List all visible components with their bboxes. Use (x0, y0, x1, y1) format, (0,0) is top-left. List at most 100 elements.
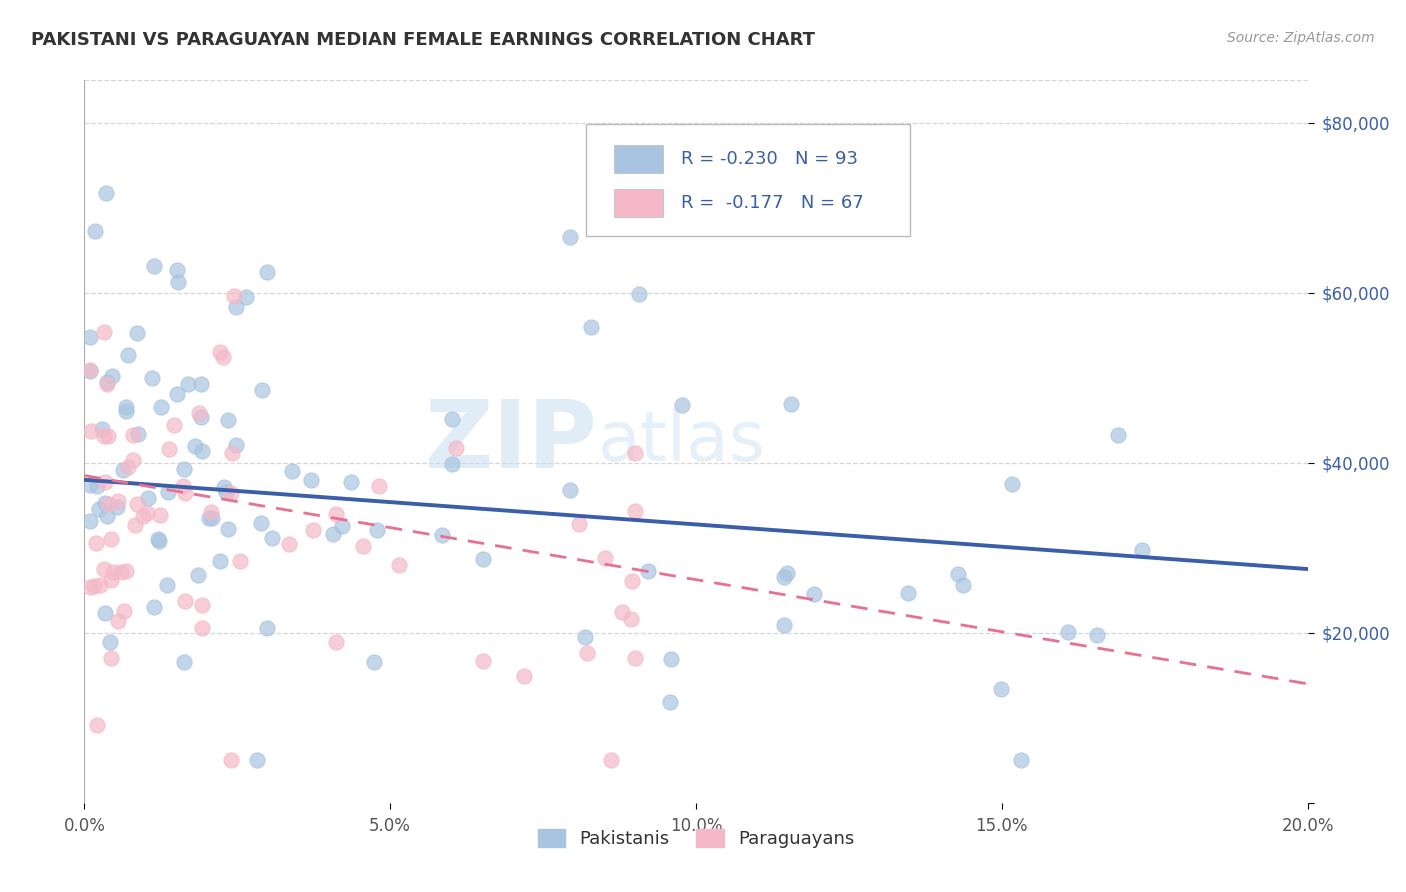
Point (112, 463, 135, 477)
Point (568, 517, 591, 532)
Point (322, 527, 344, 541)
Point (93, 326, 115, 340)
Point (89, 501, 111, 516)
FancyBboxPatch shape (586, 124, 910, 235)
Point (79, 330, 101, 344)
Point (229, 554, 252, 568)
Point (100, 650, 122, 665)
Point (637, 564, 659, 578)
Point (94, 186, 117, 200)
Point (107, 494, 129, 508)
Point (363, 655, 385, 669)
Point (114, 565, 136, 579)
Point (574, 631, 596, 645)
Point (148, 532, 170, 546)
Point (149, 400, 172, 414)
Point (367, 479, 389, 493)
Point (512, 669, 534, 683)
Point (86, 478, 108, 492)
Point (217, 412, 239, 426)
Point (352, 539, 374, 553)
Point (212, 480, 235, 494)
Point (110, 565, 132, 579)
Point (624, 446, 647, 460)
Text: Source: ZipAtlas.com: Source: ZipAtlas.com (1227, 31, 1375, 45)
Point (80, 424, 103, 438)
Point (340, 475, 363, 489)
Point (149, 508, 172, 522)
Point (897, 586, 920, 600)
Point (96, 376, 118, 391)
Point (157, 442, 180, 457)
Text: PAKISTANI VS PARAGUAYAN MEDIAN FEMALE EARNINGS CORRELATION CHART: PAKISTANI VS PARAGUAYAN MEDIAN FEMALE EA… (31, 31, 815, 49)
Point (627, 287, 650, 301)
Point (302, 524, 325, 538)
Point (197, 511, 219, 525)
Point (117, 459, 139, 474)
Point (1085, 628, 1108, 642)
Point (779, 397, 801, 411)
Point (222, 289, 245, 303)
Point (187, 406, 209, 420)
Point (94, 606, 117, 620)
Point (201, 511, 224, 525)
Point (141, 371, 163, 385)
Point (173, 655, 195, 669)
Point (117, 348, 139, 362)
Point (952, 578, 974, 592)
Point (167, 275, 190, 289)
Point (621, 574, 644, 588)
Point (217, 522, 239, 536)
Point (98, 635, 121, 649)
Point (990, 681, 1012, 696)
Point (97, 497, 120, 511)
Point (190, 377, 212, 392)
Point (212, 350, 235, 364)
Point (125, 326, 148, 340)
Point (172, 479, 194, 493)
Point (100, 369, 122, 384)
Point (86, 717, 108, 731)
Point (190, 410, 212, 425)
Point (96, 376, 118, 390)
Point (330, 518, 353, 533)
Point (124, 518, 146, 533)
Legend: Pakistanis, Paraguayans: Pakistanis, Paraguayans (530, 822, 862, 855)
Point (97, 429, 120, 443)
Point (93, 496, 115, 510)
Point (432, 527, 454, 541)
Point (256, 621, 278, 635)
Point (112, 604, 135, 618)
Point (79, 514, 101, 528)
Point (595, 551, 617, 566)
Point (624, 650, 647, 665)
Point (100, 573, 122, 587)
Point (148, 533, 170, 548)
Point (89, 578, 111, 592)
Point (155, 578, 177, 592)
Point (191, 443, 214, 458)
Point (200, 506, 222, 520)
Point (1107, 428, 1129, 442)
Point (441, 411, 464, 425)
Point (366, 523, 388, 537)
Point (142, 259, 165, 273)
Point (299, 473, 322, 487)
Point (659, 652, 682, 666)
Point (122, 427, 145, 442)
Point (79, 580, 101, 594)
Point (624, 504, 647, 518)
Point (174, 485, 197, 500)
Point (219, 485, 242, 500)
Point (187, 568, 209, 582)
Point (225, 301, 247, 315)
Point (132, 508, 155, 523)
Point (107, 614, 129, 628)
Point (1001, 477, 1024, 491)
Point (579, 319, 602, 334)
Point (79, 363, 101, 377)
Point (599, 753, 621, 767)
Point (84, 536, 107, 550)
Point (471, 552, 494, 566)
Point (803, 587, 825, 601)
